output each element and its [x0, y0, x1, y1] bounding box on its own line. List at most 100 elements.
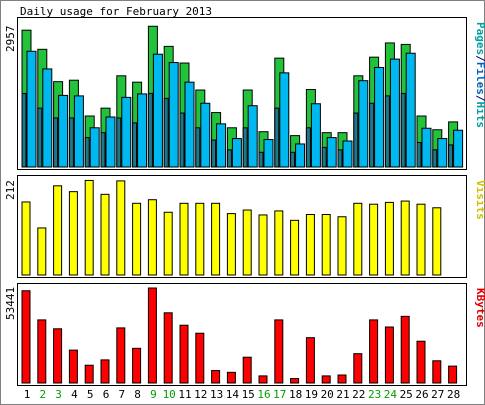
bar-kbytes-day-17: [274, 319, 284, 384]
bar-kbytes-day-5: [84, 364, 94, 384]
bar-pages-day-4: [68, 117, 74, 168]
bar-files-day-9: [152, 53, 163, 168]
bar-kbytes-day-19: [305, 337, 315, 384]
bar-visits-day-22: [353, 202, 363, 276]
bar-pages-day-27: [432, 149, 438, 168]
x-tick-label-day-26: 26: [415, 388, 428, 401]
hits-bars: [21, 25, 464, 168]
bar-pages-day-6: [100, 132, 106, 168]
bar-visits-day-7: [116, 180, 126, 276]
kbytes-panel: 53441 KBytes: [4, 283, 485, 386]
x-tick-label-day-11: 11: [178, 388, 191, 401]
bar-pages-day-15: [242, 127, 248, 168]
bar-kbytes-day-4: [68, 349, 78, 384]
bar-kbytes-day-22: [353, 353, 363, 384]
bar-files-day-19: [310, 103, 321, 168]
bar-visits-day-12: [195, 202, 205, 276]
x-tick-label-day-24: 24: [384, 388, 398, 401]
x-tick-label-day-9: 9: [150, 388, 157, 401]
bar-pages-day-28: [448, 144, 454, 168]
bar-files-day-1: [26, 50, 37, 168]
bar-kbytes-day-6: [100, 359, 110, 384]
bar-pages-day-21: [337, 149, 343, 168]
bar-kbytes-day-12: [195, 332, 205, 384]
bar-pages-day-17: [274, 107, 280, 168]
bar-files-day-26: [421, 127, 432, 168]
bar-pages-day-14: [226, 149, 232, 168]
bar-pages-day-23: [369, 102, 375, 168]
bar-pages-day-3: [53, 117, 59, 168]
x-tick-label-day-25: 25: [400, 388, 413, 401]
bar-kbytes-day-23: [369, 319, 379, 384]
bar-visits-day-11: [179, 202, 189, 276]
bar-files-day-15: [247, 105, 258, 168]
bar-visits-day-14: [226, 213, 236, 276]
bar-files-day-8: [137, 93, 148, 168]
bar-visits-day-19: [305, 214, 315, 276]
bar-kbytes-day-7: [116, 327, 126, 384]
x-tick-label-day-6: 6: [103, 388, 110, 401]
x-tick-label-day-10: 10: [163, 388, 176, 401]
x-tick-label-day-7: 7: [118, 388, 125, 401]
x-tick-label-day-2: 2: [39, 388, 46, 401]
axis-label-part: Hits: [474, 102, 485, 129]
x-axis-day-labels: 1 2 3 4 5 6 7 8 9 10 11 12 13 14 15 16 17 18 19 20 21 22 23 24 2…: [24, 388, 461, 401]
bar-visits-day-3: [53, 185, 63, 276]
bar-kbytes-day-20: [321, 375, 331, 384]
bar-kbytes-day-27: [432, 360, 442, 384]
axis-label-part: KBytes: [474, 288, 485, 328]
bar-visits-day-18: [290, 219, 300, 276]
bar-files-day-27: [437, 138, 448, 168]
bar-files-day-24: [389, 58, 400, 168]
x-tick-label-day-27: 27: [431, 388, 444, 401]
bar-kbytes-day-10: [163, 312, 173, 384]
bar-pages-day-10: [163, 97, 169, 168]
x-tick-label-day-16: 16: [257, 388, 270, 401]
bar-files-day-11: [184, 81, 195, 168]
axis-label-part: Pages: [474, 22, 485, 55]
bar-visits-day-15: [242, 209, 252, 276]
hits-panel: 2957 Pages/Files/Hits: [4, 17, 485, 170]
bar-files-day-3: [58, 94, 69, 168]
bar-files-day-28: [453, 129, 464, 168]
bar-pages-day-25: [400, 92, 406, 168]
bar-files-day-25: [405, 52, 416, 168]
x-tick-label-day-14: 14: [226, 388, 240, 401]
chart-title: Daily usage for February 2013: [20, 5, 212, 18]
axis-label-part: Files: [474, 62, 485, 95]
bar-visits-day-17: [274, 210, 284, 276]
bar-files-day-14: [231, 138, 242, 168]
bar-kbytes-day-18: [290, 378, 300, 384]
bar-pages-day-8: [132, 122, 138, 168]
bar-kbytes-day-3: [53, 328, 63, 384]
bar-visits-day-1: [21, 201, 31, 276]
bar-files-day-22: [358, 80, 369, 168]
bar-pages-day-24: [384, 95, 390, 168]
bar-pages-day-20: [321, 146, 327, 168]
bar-visits-day-23: [369, 203, 379, 276]
x-tick-label-day-5: 5: [87, 388, 94, 401]
axis-label-part: Visits: [474, 180, 485, 220]
bar-visits-day-8: [132, 202, 142, 276]
hits-max-label: 2957: [4, 26, 17, 53]
x-tick-label-day-18: 18: [289, 388, 302, 401]
x-tick-label-day-15: 15: [242, 388, 255, 401]
bar-files-day-21: [342, 140, 353, 168]
bar-kbytes-day-25: [400, 315, 410, 384]
bar-kbytes-day-1: [21, 290, 31, 384]
x-tick-label-day-8: 8: [134, 388, 141, 401]
x-tick-label-day-12: 12: [194, 388, 207, 401]
bar-kbytes-day-9: [147, 287, 157, 384]
bar-visits-day-21: [337, 216, 347, 276]
bar-files-day-13: [216, 123, 227, 168]
bar-pages-day-11: [179, 112, 185, 168]
x-tick-label-day-22: 22: [352, 388, 365, 401]
bar-visits-day-16: [258, 214, 268, 276]
bar-files-day-23: [374, 66, 385, 168]
bar-files-day-6: [105, 116, 116, 168]
bar-pages-day-13: [211, 139, 217, 168]
bar-pages-day-7: [116, 117, 122, 168]
visits-panel: 212 Visits: [4, 175, 485, 278]
bar-pages-day-19: [305, 127, 311, 168]
